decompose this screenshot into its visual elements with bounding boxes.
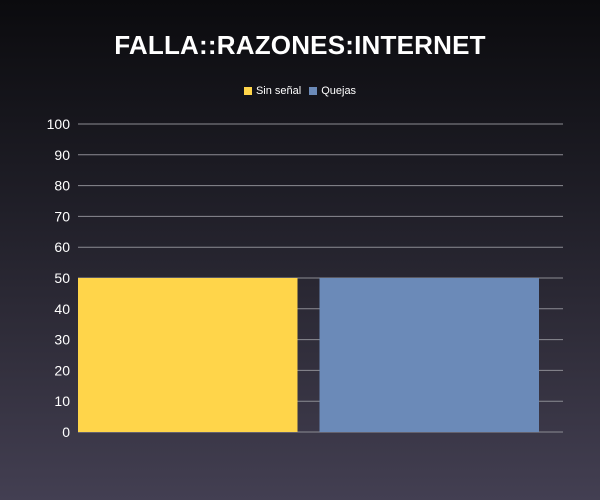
legend-item-sin-senal: Sin señal [243,85,302,97]
bar-0 [78,278,298,432]
legend-label-quejas: Quejas [321,85,357,97]
y-tick-label-40: 40 [54,301,70,317]
y-tick-label-90: 90 [54,147,70,163]
legend-swatch-sin-senal [243,87,252,95]
legend: Sin señal Quejas [0,85,600,97]
legend-label-sin-senal: Sin señal [255,85,302,97]
y-tick-label-60: 60 [54,239,70,255]
y-tick-label-70: 70 [54,208,70,224]
chart-title: FALLA::RAZONES:INTERNET [114,30,486,60]
y-tick-label-50: 50 [54,270,70,286]
y-tick-label-30: 30 [54,332,70,348]
legend-item-quejas: Quejas [309,85,356,97]
y-tick-label-0: 0 [62,424,70,440]
y-tick-label-100: 100 [47,116,71,132]
bar-1 [319,278,539,432]
y-tick-label-10: 10 [54,393,70,409]
legend-swatch-quejas [309,87,318,95]
y-tick-label-20: 20 [54,362,70,378]
y-tick-label-80: 80 [54,178,70,194]
